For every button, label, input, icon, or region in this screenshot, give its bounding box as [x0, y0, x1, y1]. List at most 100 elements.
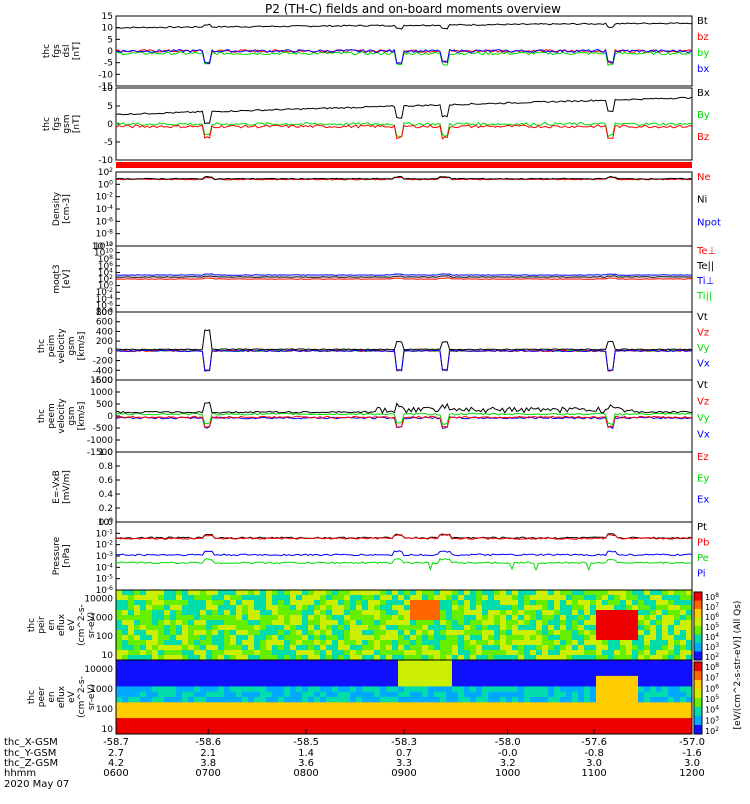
spectrogram-cell	[152, 728, 159, 735]
spectrogram-cell	[158, 707, 165, 714]
spectrogram-cell	[500, 712, 507, 719]
spectrogram-cell	[122, 697, 129, 703]
spectrogram-cell	[140, 702, 147, 709]
spectrogram-cell	[344, 723, 351, 730]
spectrogram-cell	[512, 655, 519, 661]
spectrogram-cell	[548, 595, 555, 601]
spectrogram-cell	[170, 650, 177, 656]
spectrogram-cell	[416, 610, 423, 616]
y-tick-label: 10-6	[96, 300, 114, 312]
colorbar-frame	[693, 661, 703, 735]
spectrogram-cell	[122, 590, 129, 596]
spectrogram-cell	[668, 675, 675, 682]
spectrogram-cell	[404, 660, 411, 666]
spectrogram-cell	[494, 635, 501, 641]
spectrogram-cell	[494, 620, 501, 626]
spectrogram-cell	[674, 691, 681, 698]
spectrogram-cell	[164, 630, 171, 636]
spectrogram-cell	[266, 660, 273, 666]
spectrogram-cell	[644, 670, 651, 677]
spectrogram-cell	[584, 686, 591, 693]
spectrogram-cell	[248, 655, 255, 661]
spectrogram-cell	[374, 630, 381, 636]
spectrogram-cell	[230, 670, 237, 677]
spectrogram-cell	[146, 681, 153, 687]
spectrogram-cell	[578, 620, 585, 626]
spectrogram-cell	[128, 660, 135, 666]
spectrogram-cell	[140, 728, 147, 735]
y-tick-label: -10	[98, 156, 113, 166]
spectrogram-cell	[230, 660, 237, 666]
spectrogram-cell	[410, 675, 417, 682]
spectrogram-cell	[122, 660, 129, 666]
y-axis-label: (cm^2-s-	[77, 604, 87, 646]
spectrogram-cell	[404, 635, 411, 641]
spectrogram-cell	[488, 645, 495, 651]
spectrogram-cell	[566, 640, 573, 646]
spectrogram-cell	[638, 665, 645, 672]
spectrogram-cell	[386, 590, 393, 596]
spectrogram-cell	[428, 590, 435, 596]
spectrogram-cell	[224, 728, 231, 735]
spectrogram-cell	[674, 650, 681, 656]
spectrogram-cell	[434, 670, 441, 677]
spectrogram-cell	[398, 718, 405, 724]
spectrogram-cell	[314, 655, 321, 661]
spectrogram-cell	[314, 675, 321, 682]
spectrogram-cell	[560, 590, 567, 596]
spectrogram-cell	[248, 625, 255, 631]
spectrogram-cell	[416, 702, 423, 709]
spectrogram-cell	[314, 681, 321, 687]
spectrogram-cell	[248, 615, 255, 621]
spectrogram-cell	[404, 681, 411, 687]
spectrogram-cell	[230, 728, 237, 735]
spectrogram-cell	[230, 697, 237, 703]
spectrogram-cell	[176, 675, 183, 682]
spectrogram-cell	[212, 691, 219, 698]
y-tick-label: 0.4	[99, 490, 114, 500]
spectrogram-cell	[668, 600, 675, 606]
spectrogram-cell	[398, 645, 405, 651]
spectrogram-cell	[182, 620, 189, 626]
spectrogram-cell	[512, 645, 519, 651]
spectrogram-cell	[476, 635, 483, 641]
spectrogram-cell	[536, 640, 543, 646]
spectrogram-cell	[230, 590, 237, 596]
spectrogram-cell	[386, 640, 393, 646]
spectrogram-cell	[212, 712, 219, 719]
spectrogram-cell	[674, 600, 681, 606]
spectrogram-cell	[416, 650, 423, 656]
spectrogram-cell	[116, 625, 123, 631]
spectrogram-cell	[584, 691, 591, 698]
spectrogram-cell	[632, 670, 639, 677]
spectrogram-cell	[116, 707, 123, 714]
spectrogram-cell	[452, 697, 459, 703]
spectrogram-cell	[554, 718, 561, 724]
spectrogram-cell	[278, 640, 285, 646]
spectrogram-cell	[524, 707, 531, 714]
spectrogram-cell	[194, 712, 201, 719]
spectrogram-cell	[356, 660, 363, 666]
x-tick-label: 4.2	[108, 758, 124, 769]
spectrogram-cell	[686, 645, 693, 651]
spectrogram-cell	[122, 630, 129, 636]
spectrogram-cell	[440, 655, 447, 661]
spectrogram-cell	[254, 625, 261, 631]
spectrogram-cell	[320, 670, 327, 677]
spectrogram-cell	[542, 655, 549, 661]
spectrogram-cell	[668, 610, 675, 616]
spectrogram-cell	[650, 600, 657, 606]
spectrogram-cell	[590, 728, 597, 735]
spectrogram-cell	[440, 625, 447, 631]
spectrogram-cell	[368, 702, 375, 709]
spectrogram-cell	[608, 595, 615, 601]
spectrogram-cell	[242, 691, 249, 698]
spectrogram-cell	[200, 650, 207, 656]
spectrogram-cell	[434, 686, 441, 693]
spectrogram-cell	[236, 650, 243, 656]
spectrogram-cell	[446, 590, 453, 596]
spectrogram-cell	[470, 600, 477, 606]
spectrogram-cell	[674, 595, 681, 601]
y-axis-label: moqt3	[52, 264, 62, 293]
spectrogram-cell	[584, 610, 591, 616]
